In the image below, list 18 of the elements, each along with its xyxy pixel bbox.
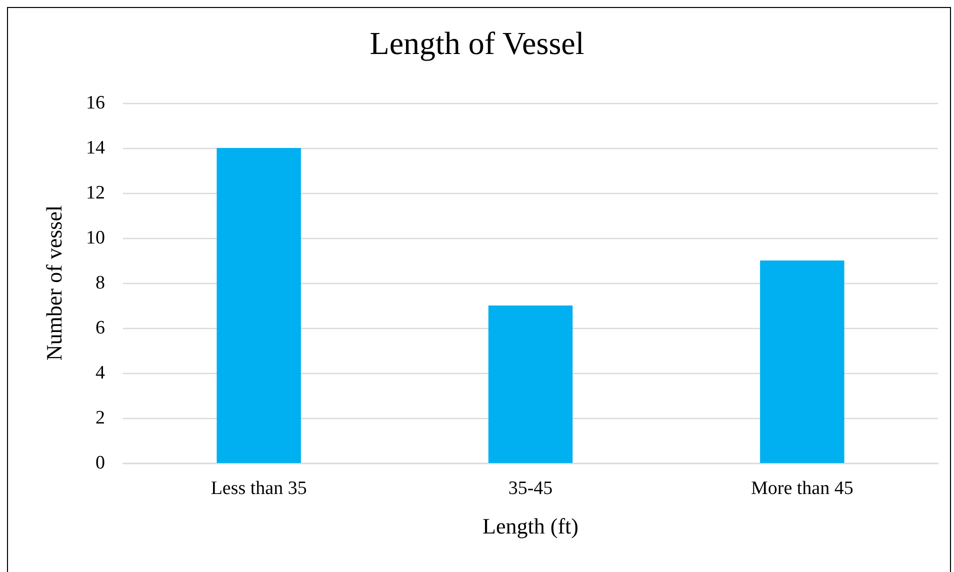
x-tick-label: Less than 35 [210, 478, 307, 499]
x-tick-label: 35-45 [508, 478, 553, 499]
chart-title: Length of Vessel [370, 25, 584, 61]
y-tick-label: 0 [96, 452, 105, 474]
y-tick-label: 10 [86, 228, 105, 248]
y-tick-label: 14 [86, 138, 106, 158]
bar [760, 260, 844, 463]
bar [216, 148, 301, 463]
bar [488, 306, 573, 463]
x-tick-label: More than 45 [750, 478, 854, 499]
y-tick-label: 4 [96, 362, 106, 384]
y-tick-label: 8 [96, 272, 105, 294]
y-tick-label: 2 [96, 408, 105, 428]
y-tick-label: 16 [86, 92, 105, 114]
y-axis-title: Number of vessel [42, 205, 66, 361]
x-axis-title: Length (ft) [482, 514, 578, 538]
y-tick-label: 6 [96, 318, 105, 338]
y-tick-label: 12 [86, 182, 105, 204]
